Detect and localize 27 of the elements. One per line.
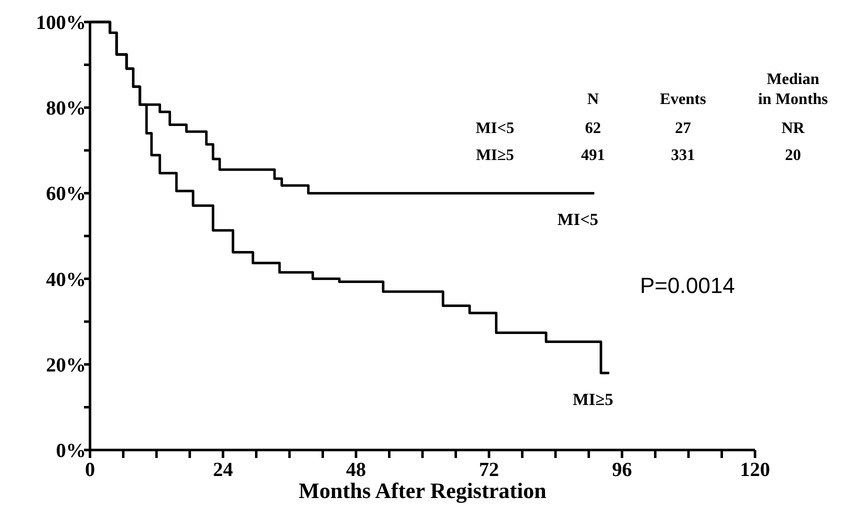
y-tick-label: 60% [46,183,86,206]
annotation: 331 [671,147,695,164]
annotation: MI<5 [476,120,514,137]
annotation: P=0.0014 [640,273,735,298]
x-tick-label: 96 [612,459,632,481]
annotation: 491 [581,147,605,164]
x-tick-label: 24 [213,459,233,481]
y-tick-label: 40% [46,268,86,291]
text: 20 [785,147,801,164]
annotation: Events [660,91,706,108]
x-tick-label: 48 [346,459,366,481]
annotation: MI≥5 [476,147,514,164]
series-label: MI≥5 [572,390,614,409]
y-tick-label: 0% [56,440,86,462]
x-tick-label: 120 [740,459,770,481]
series-label: MI<5 [557,210,598,230]
x-axis-title: Months After Registration [298,478,546,503]
annotation: N [587,91,600,108]
annotation: 62 [585,120,601,137]
x-tick-label: 72 [479,459,499,481]
x-tick-label: 0 [85,459,95,481]
text: NR [781,120,805,137]
y-tick-label: 80% [46,98,86,120]
text: Median in Months [758,71,828,108]
annotation: 27 [675,120,691,137]
y-tick-label: 20% [46,354,86,376]
y-tick-label: 100% [36,12,86,34]
